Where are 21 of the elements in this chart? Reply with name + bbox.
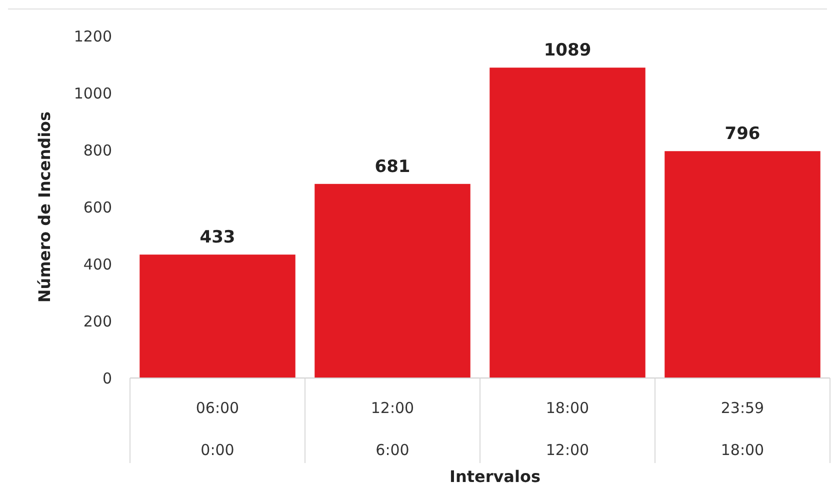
y-tick-label: 400 bbox=[83, 255, 112, 274]
category-label: 23:59 18:00 bbox=[720, 399, 764, 459]
y-tick-label: 1200 bbox=[74, 27, 112, 46]
y-tick-label: 800 bbox=[83, 141, 112, 160]
y-tick-label: 600 bbox=[83, 198, 112, 216]
data-label: 681 bbox=[374, 156, 410, 177]
x-axis-title: Intervalos bbox=[450, 467, 540, 486]
y-axis-title: Número de Incendios bbox=[35, 111, 54, 303]
bar bbox=[664, 151, 820, 378]
y-tick-label: 1000 bbox=[74, 84, 112, 102]
data-label: 796 bbox=[724, 124, 760, 144]
bar bbox=[490, 68, 646, 378]
y-tick-label: 200 bbox=[83, 312, 112, 330]
bar bbox=[140, 254, 296, 378]
category-label: 18:00 12:00 bbox=[546, 399, 590, 459]
category-label: 06:00 0:00 bbox=[196, 399, 240, 459]
bar bbox=[314, 184, 470, 378]
y-tick-label: 0 bbox=[102, 369, 112, 388]
data-label: 433 bbox=[200, 228, 236, 248]
data-label: 1089 bbox=[544, 40, 592, 61]
category-label: 12:00 6:00 bbox=[370, 399, 414, 459]
